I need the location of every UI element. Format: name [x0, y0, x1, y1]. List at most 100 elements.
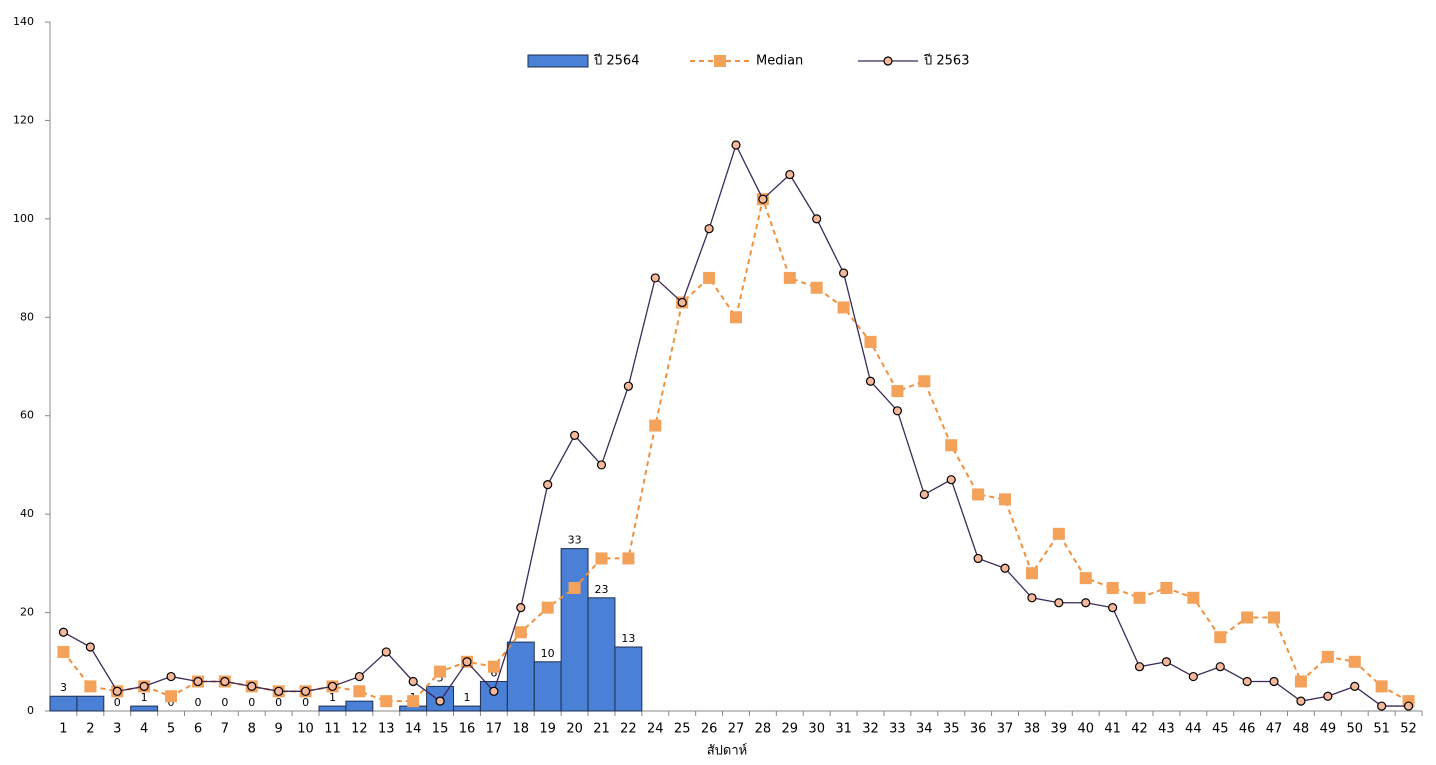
data-label: 1 — [463, 691, 470, 704]
marker — [810, 281, 823, 294]
x-tick-label: 9 — [275, 722, 283, 737]
bar — [453, 705, 481, 712]
marker — [1133, 591, 1146, 604]
marker — [714, 55, 726, 67]
data-label: 3 — [60, 681, 67, 694]
marker — [435, 696, 445, 706]
y-tick-label: 80 — [20, 310, 34, 323]
x-tick-label: 7 — [221, 722, 229, 737]
marker — [1106, 581, 1119, 594]
marker — [1188, 671, 1198, 682]
marker — [650, 273, 660, 283]
marker — [837, 301, 850, 314]
marker — [220, 676, 230, 687]
marker — [1054, 598, 1064, 608]
x-tick-label: 25 — [674, 722, 691, 737]
marker — [85, 642, 95, 652]
marker — [434, 665, 447, 678]
y-tick-label: 120 — [13, 113, 34, 126]
legend-label: ปี 2563 — [923, 53, 969, 69]
y-tick-label: 60 — [20, 409, 34, 422]
bar — [49, 695, 78, 712]
marker — [596, 460, 607, 470]
y-tick-label: 0 — [27, 704, 34, 717]
legend-label: Median — [756, 54, 803, 69]
marker — [731, 140, 741, 150]
marker — [973, 553, 983, 564]
x-tick-label: 22 — [620, 722, 637, 737]
x-tick-label: 47 — [1266, 722, 1283, 737]
x-tick-label: 52 — [1400, 722, 1417, 737]
marker — [407, 695, 420, 708]
x-tick-label: 11 — [324, 722, 341, 737]
bar — [479, 680, 508, 712]
x-tick-label: 5 — [167, 722, 175, 737]
marker — [864, 335, 877, 348]
x-tick-label: 51 — [1373, 722, 1390, 737]
x-tick-label: 12 — [351, 722, 368, 737]
x-tick-label: 41 — [1104, 722, 1121, 737]
marker — [247, 681, 257, 691]
marker — [1215, 662, 1225, 672]
marker — [165, 690, 178, 703]
x-tick-label: 26 — [701, 722, 718, 737]
marker — [1081, 598, 1091, 608]
legend-swatch — [527, 54, 589, 68]
marker — [649, 419, 662, 432]
marker — [918, 375, 931, 388]
data-label: 0 — [168, 696, 175, 709]
marker — [595, 552, 608, 565]
bar — [587, 597, 616, 712]
data-label: 13 — [621, 632, 635, 645]
marker — [919, 489, 929, 500]
marker — [891, 385, 904, 398]
marker — [758, 194, 768, 204]
marker — [972, 488, 985, 501]
data-label: 33 — [568, 534, 582, 547]
x-tick-label: 14 — [405, 722, 422, 737]
marker — [1187, 591, 1200, 604]
x-tick-label: 36 — [970, 722, 987, 737]
x-tick-label: 17 — [486, 722, 503, 737]
x-tick-label: 27 — [728, 722, 745, 737]
marker — [677, 297, 687, 308]
marker — [785, 169, 795, 180]
marker — [1160, 581, 1173, 594]
marker — [300, 686, 311, 696]
x-tick-label: 50 — [1346, 722, 1363, 737]
marker — [999, 493, 1012, 506]
bar — [318, 705, 347, 712]
x-tick-label: 6 — [194, 722, 202, 737]
x-tick-label: 10 — [297, 722, 314, 737]
marker — [1025, 567, 1038, 580]
x-tick-label: 35 — [943, 722, 960, 737]
marker — [462, 657, 472, 667]
marker — [514, 626, 527, 639]
marker — [112, 686, 122, 696]
x-tick-label: 16 — [459, 722, 476, 737]
marker — [1321, 650, 1334, 663]
marker — [541, 601, 554, 614]
y-tick-label: 40 — [20, 507, 34, 520]
marker — [1350, 681, 1360, 691]
marker — [353, 685, 366, 698]
marker — [865, 376, 876, 386]
marker — [946, 475, 956, 485]
bar — [426, 685, 455, 712]
marker — [1323, 691, 1333, 701]
x-tick-label: 37 — [997, 722, 1014, 737]
marker — [892, 406, 903, 416]
x-tick-label: 21 — [593, 722, 610, 737]
data-label: 10 — [541, 647, 555, 660]
data-label: 0 — [275, 696, 282, 709]
x-tick-label: 4 — [140, 722, 148, 737]
marker — [1108, 603, 1118, 613]
x-tick-label: 31 — [835, 722, 852, 737]
marker — [1214, 631, 1227, 644]
marker — [381, 647, 391, 657]
x-tick-label: 3 — [113, 722, 121, 737]
x-tick-label: 8 — [248, 722, 256, 737]
x-tick-label: 38 — [1024, 722, 1041, 737]
legend-label: ปี 2564 — [593, 53, 639, 69]
x-tick-label: 13 — [378, 722, 395, 737]
